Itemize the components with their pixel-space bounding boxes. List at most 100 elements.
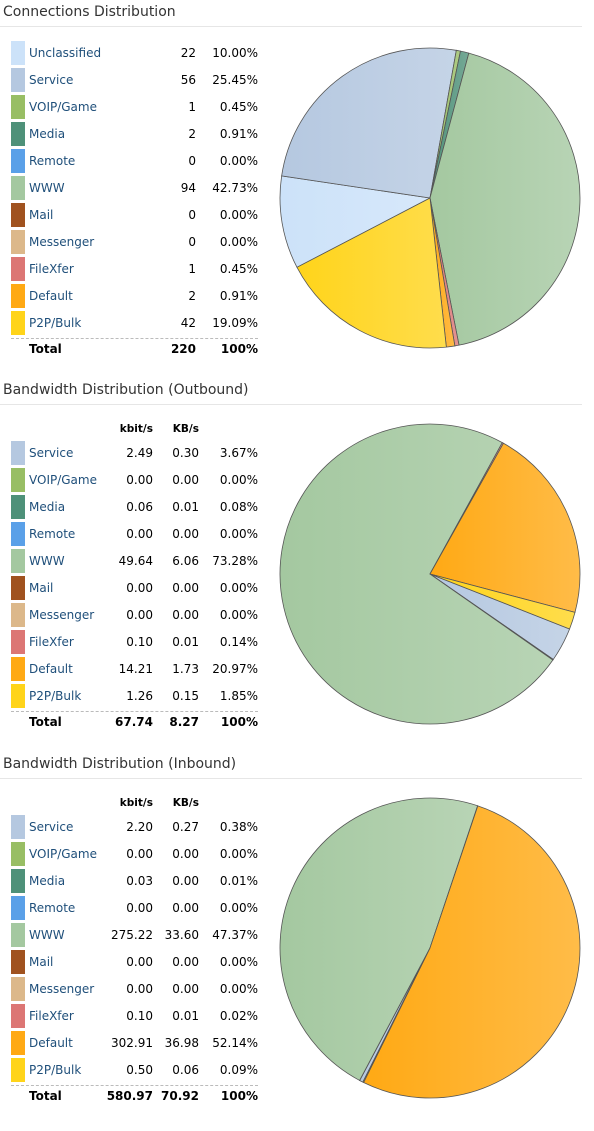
legend-row-media: Media 0.06 0.01 0.08% [0, 494, 270, 521]
legend-swatch [11, 869, 25, 893]
legend-value: 0.06 [172, 1063, 199, 1077]
legend-value: 14.21 [118, 662, 153, 676]
legend-swatch [11, 176, 25, 200]
legend-row-p2p-bulk: P2P/Bulk 1.26 0.15 1.85% [0, 683, 270, 710]
legend-value: 0.00 [126, 608, 153, 622]
legend-label: Default [29, 1036, 73, 1050]
legend-row-default: Default 2 0.91% [0, 283, 270, 310]
legend-row-service: Service 2.20 0.27 0.38% [0, 814, 270, 841]
legend-value: 2 [188, 289, 196, 303]
legend-value: 0.10 [126, 1009, 153, 1023]
legend-swatch [11, 977, 25, 1001]
legend-value: 0.00 [172, 527, 199, 541]
legend-value: 0.00% [219, 847, 258, 861]
legend-value: 3.67% [219, 446, 258, 460]
legend-swatch [11, 311, 25, 335]
total-label: Total [29, 342, 62, 356]
legend-row-default: Default 302.91 36.98 52.14% [0, 1030, 270, 1057]
legend-row-messenger: Messenger 0 0.00% [0, 229, 270, 256]
legend-value: 0.00 [126, 901, 153, 915]
total-value: 70.92 [161, 1089, 199, 1103]
legend-value: 0.00 [172, 901, 199, 915]
legend-row-mail: Mail 0.00 0.00 0.00% [0, 575, 270, 602]
legend-row-messenger: Messenger 0.00 0.00 0.00% [0, 976, 270, 1003]
section-divider [0, 404, 582, 405]
legend-value: 0 [188, 208, 196, 222]
legend-row-voip-game: VOIP/Game 1 0.45% [0, 94, 270, 121]
legend-value: 0.01% [219, 874, 258, 888]
legend-value: 0.00 [172, 874, 199, 888]
legend-value: 0.10 [126, 635, 153, 649]
legend-value: 0.01 [172, 1009, 199, 1023]
legend-value: 302.91 [111, 1036, 153, 1050]
legend-swatch [11, 468, 25, 492]
legend-value: 0 [188, 154, 196, 168]
legend-label: Remote [29, 527, 76, 541]
legend-swatch [11, 1031, 25, 1055]
legend-value: 1 [188, 262, 196, 276]
pie-slice-p2p-bulk [362, 947, 431, 1084]
legend-row-filexfer: FileXfer 1 0.45% [0, 256, 270, 283]
section-title: Bandwidth Distribution (Inbound) [3, 756, 237, 772]
legend-value: 0.00 [126, 581, 153, 595]
legend-label: Service [29, 820, 74, 834]
legend-value: 0.15 [172, 689, 199, 703]
legend-label: Default [29, 289, 73, 303]
pie-slice-www [279, 797, 479, 1081]
legend-row-unclassified: Unclassified 22 10.00% [0, 40, 270, 67]
pie-slice-www [429, 52, 581, 346]
legend-label: Mail [29, 581, 54, 595]
legend-label: WWW [29, 928, 65, 942]
legend-value: 0.00% [219, 608, 258, 622]
legend-label: Default [29, 662, 73, 676]
legend-label: Mail [29, 955, 54, 969]
legend-swatch [11, 950, 25, 974]
section-divider [0, 778, 582, 779]
total-value: 67.74 [115, 715, 153, 729]
legend-value: 0.08% [219, 500, 258, 514]
legend-value: 0.06 [126, 500, 153, 514]
legend-row-www: WWW 275.22 33.60 47.37% [0, 922, 270, 949]
pie-slice-p2p-bulk [429, 573, 576, 630]
legend-value: 0.00 [172, 847, 199, 861]
total-row: Total 220 100% [0, 338, 270, 360]
legend-swatch [11, 68, 25, 92]
legend-label: Mail [29, 208, 54, 222]
total-value: 8.27 [169, 715, 199, 729]
legend-value: 0.03 [126, 874, 153, 888]
legend-label: P2P/Bulk [29, 1063, 82, 1077]
legend-value: 0.91% [219, 289, 258, 303]
column-header-kb-s: KB/s [172, 797, 199, 809]
legend-swatch [11, 923, 25, 947]
legend-value: 33.60 [164, 928, 199, 942]
legend-row-service: Service 56 25.45% [0, 67, 270, 94]
legend-row-p2p-bulk: P2P/Bulk 42 19.09% [0, 310, 270, 337]
legend-swatch [11, 603, 25, 627]
legend-value: 1.73 [172, 662, 199, 676]
legend-value: 0.00% [219, 235, 258, 249]
legend-value: 275.22 [111, 928, 153, 942]
total-row: Total 580.97 70.92 100% [0, 1085, 270, 1107]
total-divider [11, 338, 258, 339]
legend-value: 0.00% [219, 527, 258, 541]
legend-row-voip-game: VOIP/Game 0.00 0.00 0.00% [0, 841, 270, 868]
legend-swatch [11, 257, 25, 281]
legend-value: 0.00 [126, 982, 153, 996]
section-title: Connections Distribution [3, 4, 176, 20]
legend-value: 56 [180, 73, 196, 87]
legend-row-remote: Remote 0 0.00% [0, 148, 270, 175]
legend-value: 49.64 [118, 554, 153, 568]
legend-row-mail: Mail 0 0.00% [0, 202, 270, 229]
total-divider [11, 1085, 258, 1086]
legend-value: 0.00 [172, 955, 199, 969]
legend-label: WWW [29, 554, 65, 568]
legend-value: 0.38% [219, 820, 258, 834]
column-header-kb-s: KB/s [172, 423, 199, 435]
legend-value: 0 [188, 235, 196, 249]
legend-row-mail: Mail 0.00 0.00 0.00% [0, 949, 270, 976]
legend-value: 0.00% [219, 955, 258, 969]
legend-value: 0.50 [126, 1063, 153, 1077]
legend-value: 0.00% [219, 473, 258, 487]
legend-swatch [11, 495, 25, 519]
legend-row-media: Media 2 0.91% [0, 121, 270, 148]
